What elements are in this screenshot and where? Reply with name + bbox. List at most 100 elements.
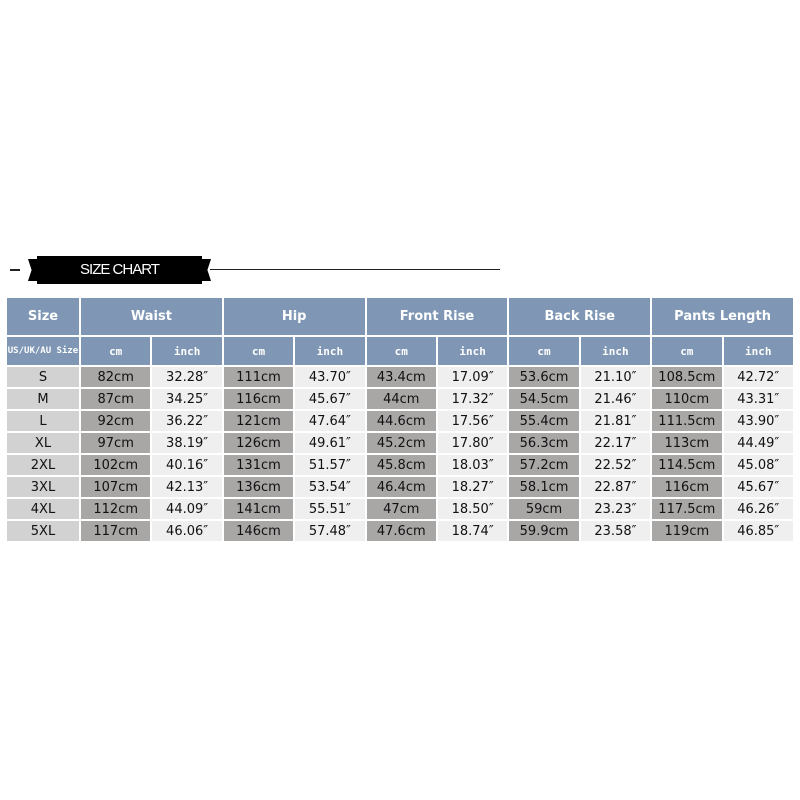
inch-cell: 22.17″	[580, 433, 651, 453]
inch-cell: 45.67″	[723, 477, 793, 497]
inch-cell: 46.06″	[152, 521, 222, 541]
inch-cell: 21.10″	[580, 367, 651, 387]
cm-cell: 44cm	[366, 389, 436, 409]
inch-cell: 18.03″	[437, 455, 508, 475]
cm-cell: 59cm	[509, 499, 579, 519]
inch-cell: 53.54″	[295, 477, 365, 497]
cm-cell: 146cm	[223, 521, 294, 541]
inch-cell: 42.13″	[152, 477, 222, 497]
inch-cell: 17.56″	[437, 411, 508, 431]
inch-cell: 17.32″	[437, 389, 508, 409]
cm-cell: 47.6cm	[366, 521, 436, 541]
cm-cell: 53.6cm	[509, 367, 579, 387]
header-unit-inch: inch	[152, 337, 222, 365]
ribbon-left-tail	[28, 259, 37, 281]
inch-cell: 57.48″	[295, 521, 365, 541]
ribbon-right-tail	[202, 259, 211, 281]
cm-cell: 44.6cm	[366, 411, 436, 431]
banner-divider	[210, 269, 500, 270]
cm-cell: 43.4cm	[366, 367, 436, 387]
inch-cell: 42.72″	[723, 367, 793, 387]
header-back-rise: Back Rise	[509, 298, 651, 335]
size-cell: M	[7, 389, 79, 409]
inch-cell: 46.26″	[723, 499, 793, 519]
inch-cell: 22.87″	[580, 477, 651, 497]
cm-cell: 116cm	[223, 389, 294, 409]
table-row: XL 97cm 38.19″ 126cm 49.61″ 45.2cm 17.80″ 56.3c…	[7, 433, 793, 453]
cm-cell: 117.5cm	[652, 499, 722, 519]
header-unit-cm: cm	[81, 337, 151, 365]
inch-cell: 43.90″	[723, 411, 793, 431]
cm-cell: 59.9cm	[509, 521, 579, 541]
cm-cell: 136cm	[223, 477, 294, 497]
cm-cell: 110cm	[652, 389, 722, 409]
inch-cell: 44.09″	[152, 499, 222, 519]
cm-cell: 121cm	[223, 411, 294, 431]
header-row-groups: Size Waist Hip Front Rise Back Rise Pant…	[7, 298, 793, 335]
header-row-units: US/UK/AU Size cm inch cm inch cm inch cm inch cm…	[7, 337, 793, 365]
header-unit-cm: cm	[366, 337, 436, 365]
table-row: 4XL 112cm 44.09″ 141cm 55.51″ 47cm 18.50″ 59cm 2…	[7, 499, 793, 519]
cm-cell: 45.2cm	[366, 433, 436, 453]
cm-cell: 97cm	[81, 433, 151, 453]
header-unit-inch: inch	[437, 337, 508, 365]
cm-cell: 57.2cm	[509, 455, 579, 475]
header-unit-inch: inch	[295, 337, 365, 365]
cm-cell: 92cm	[81, 411, 151, 431]
banner-title: SIZE CHART	[37, 256, 202, 284]
cm-cell: 54.5cm	[509, 389, 579, 409]
size-chart-banner: SIZE CHART	[10, 255, 510, 285]
header-hip: Hip	[223, 298, 365, 335]
cm-cell: 116cm	[652, 477, 722, 497]
inch-cell: 47.64″	[295, 411, 365, 431]
table-row: 5XL 117cm 46.06″ 146cm 57.48″ 47.6cm 18.74″ 59.…	[7, 521, 793, 541]
header-unit-cm: cm	[509, 337, 579, 365]
inch-cell: 45.67″	[295, 389, 365, 409]
size-cell: XL	[7, 433, 79, 453]
header-pants-length: Pants Length	[652, 298, 793, 335]
cm-cell: 108.5cm	[652, 367, 722, 387]
size-cell: 5XL	[7, 521, 79, 541]
inch-cell: 22.52″	[580, 455, 651, 475]
size-chart-table: Size Waist Hip Front Rise Back Rise Pant…	[5, 296, 795, 543]
size-cell: 2XL	[7, 455, 79, 475]
cm-cell: 119cm	[652, 521, 722, 541]
table-row: 3XL 107cm 42.13″ 136cm 53.54″ 46.4cm 18.27″ 58.…	[7, 477, 793, 497]
inch-cell: 36.22″	[152, 411, 222, 431]
inch-cell: 34.25″	[152, 389, 222, 409]
size-cell: L	[7, 411, 79, 431]
header-unit-cm: cm	[223, 337, 294, 365]
table-row: S 82cm 32.28″ 111cm 43.70″ 43.4cm 17.09″ 53.6cm…	[7, 367, 793, 387]
inch-cell: 38.19″	[152, 433, 222, 453]
banner-dash	[10, 269, 20, 271]
inch-cell: 18.50″	[437, 499, 508, 519]
header-unit-inch: inch	[723, 337, 793, 365]
inch-cell: 55.51″	[295, 499, 365, 519]
inch-cell: 17.80″	[437, 433, 508, 453]
cm-cell: 111.5cm	[652, 411, 722, 431]
cm-cell: 56.3cm	[509, 433, 579, 453]
header-unit-inch: inch	[580, 337, 651, 365]
inch-cell: 44.49″	[723, 433, 793, 453]
inch-cell: 46.85″	[723, 521, 793, 541]
inch-cell: 32.28″	[152, 367, 222, 387]
header-size: Size	[7, 298, 79, 335]
cm-cell: 47cm	[366, 499, 436, 519]
table-row: L 92cm 36.22″ 121cm 47.64″ 44.6cm 17.56″ 55.4cm…	[7, 411, 793, 431]
header-unit-cm: cm	[652, 337, 722, 365]
cm-cell: 141cm	[223, 499, 294, 519]
inch-cell: 43.31″	[723, 389, 793, 409]
cm-cell: 113cm	[652, 433, 722, 453]
cm-cell: 107cm	[81, 477, 151, 497]
cm-cell: 55.4cm	[509, 411, 579, 431]
inch-cell: 17.09″	[437, 367, 508, 387]
inch-cell: 18.74″	[437, 521, 508, 541]
inch-cell: 40.16″	[152, 455, 222, 475]
header-waist: Waist	[81, 298, 222, 335]
cm-cell: 117cm	[81, 521, 151, 541]
cm-cell: 46.4cm	[366, 477, 436, 497]
cm-cell: 114.5cm	[652, 455, 722, 475]
table-row: M 87cm 34.25″ 116cm 45.67″ 44cm 17.32″ 54.5cm 21…	[7, 389, 793, 409]
inch-cell: 18.27″	[437, 477, 508, 497]
table-row: 2XL 102cm 40.16″ 131cm 51.57″ 45.8cm 18.03″ 57.…	[7, 455, 793, 475]
